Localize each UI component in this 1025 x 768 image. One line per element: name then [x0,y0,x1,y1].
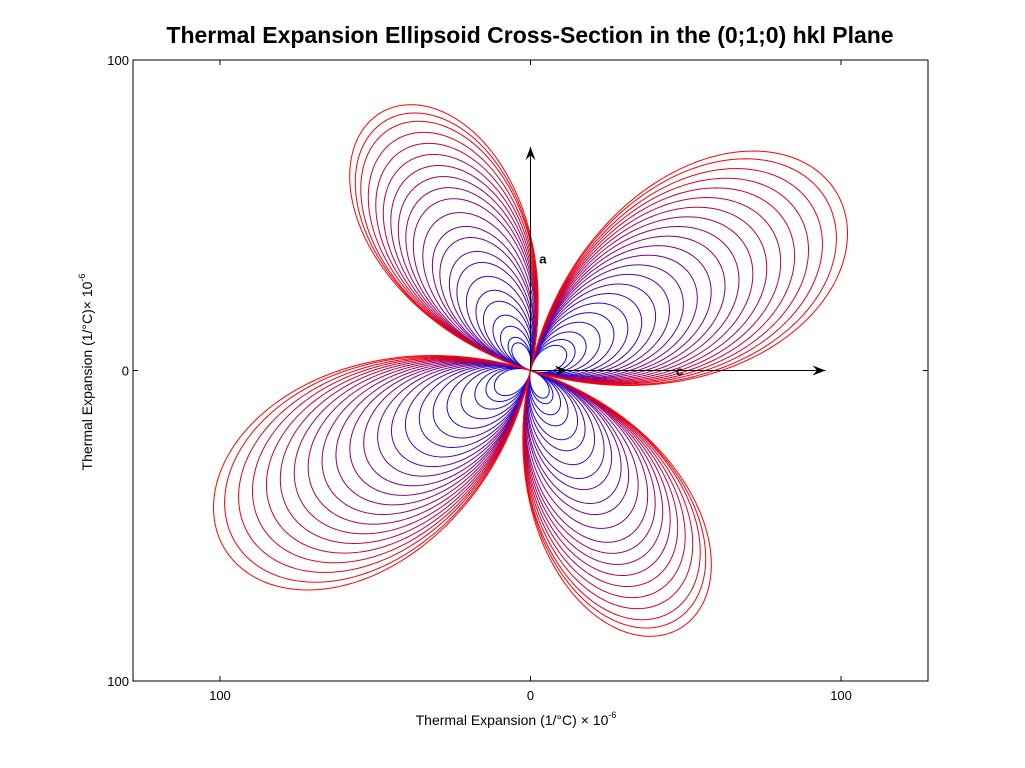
chart-title: Thermal Expansion Ellipsoid Cross-Sectio… [166,22,893,48]
ellipsoid-curve [335,198,726,543]
ellipsoid-curve [404,261,657,480]
x-axis-label-exponent: -6 [608,710,616,720]
x-tick-label: 100 [830,688,852,703]
ellipsoid-curve [224,112,837,629]
y-tick-label: 100 [107,53,129,68]
ellipsoid-curves [212,104,849,637]
ellipsoid-curve [293,165,768,576]
ellipsoid-curve [432,289,629,452]
ellipsoid-curve [485,336,576,405]
arrow-label: a [539,252,547,267]
y-axis-label-text: Thermal Expansion (1/°C)× 10 [79,281,95,470]
arrow-label: c [676,364,683,379]
axis-arrows: ac [525,146,826,379]
x-axis-label: Thermal Expansion (1/°C) × 10-6 [416,710,617,728]
y-tick-label: 0 [122,364,129,379]
ellipsoid-curve [460,314,601,427]
ellipsoid-curve [474,325,587,416]
ellipsoid-curve [377,237,684,504]
ellipsoid-curve [212,104,849,637]
ellipsoid-curve [307,176,754,565]
ellipsoid-curve [363,225,698,516]
ellipsoid-curve [279,153,782,588]
x-tick-label: 0 [527,688,534,703]
axis-arrow-head [812,365,826,376]
ellipsoid-curve [493,342,568,399]
ellipsoid-curve [349,212,712,529]
x-tick-label: 100 [209,688,231,703]
y-tick-label: 100 [107,674,129,689]
ellipsoid-curve [321,187,740,554]
ellipsoid-curve [265,142,796,599]
y-axis-label: Thermal Expansion (1/°C)× 10-6 [77,274,95,471]
axis-ticks: 100 0 100 100 0 100 [107,53,928,703]
ellipsoid-curve [251,131,810,610]
y-axis-label-exponent: -6 [77,274,87,282]
axis-arrow-head [554,365,568,376]
ellipsoid-curve [238,120,823,621]
ellipsoid-curve [418,275,643,466]
axis-arrow-head [525,146,536,160]
x-axis-label-text: Thermal Expansion (1/°C) × 10 [416,712,609,728]
plot-frame [132,59,929,682]
ellipsoid-curve [446,300,615,441]
ellipsoid-curve [390,250,671,491]
